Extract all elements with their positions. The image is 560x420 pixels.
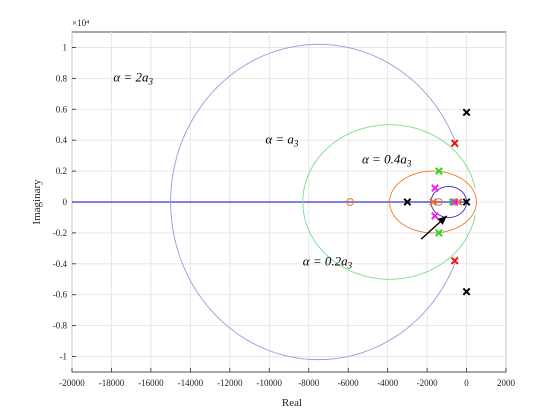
locus-annotation: α = a3: [265, 131, 299, 148]
zero-marker: [435, 198, 443, 206]
y-tick-label: 0.4: [56, 135, 68, 145]
locus-curves: [72, 43, 477, 361]
x-tick-label: -4000: [377, 378, 398, 388]
y-tick-label: -0.2: [53, 228, 67, 238]
locus-curve: [430, 186, 467, 218]
y-tick-label: -0.4: [53, 259, 68, 269]
pole-stroke: [462, 198, 471, 206]
x-axis-label: Real: [282, 397, 302, 409]
y-tick-label: 0.2: [56, 166, 67, 176]
pole-stroke: [435, 229, 443, 237]
pole-marker: [448, 198, 457, 206]
x-tick-label: 2000: [497, 378, 516, 388]
pole-marker: [450, 198, 459, 206]
y-tick-label: 0.6: [56, 104, 68, 114]
locus-annotation: α = 0.4a3: [362, 151, 412, 168]
pole-marker: [450, 256, 459, 265]
locus-curve: [170, 43, 459, 361]
pole-marker: [431, 212, 439, 220]
x-tick-label: -16000: [138, 378, 164, 388]
pole-stroke: [435, 167, 443, 175]
y-tick-label: -0.8: [53, 321, 68, 331]
x-tick-label: -20000: [59, 378, 85, 388]
y-tick-label: 1: [63, 42, 68, 52]
pole-stroke: [450, 256, 459, 265]
pole-marker: [435, 229, 443, 237]
pole-stroke: [403, 198, 412, 206]
pole-zero-markers: [346, 108, 471, 296]
pole-stroke: [429, 198, 437, 206]
x-tick-label: -2000: [417, 378, 438, 388]
pole-stroke: [450, 139, 459, 148]
pole-marker: [403, 198, 412, 206]
pole-stroke: [431, 184, 439, 192]
plot-area: α = 2a3 α = a3 α = 0.4a3 α = 0.2a3: [71, 31, 507, 373]
y-tick-label: -0.6: [53, 290, 68, 300]
x-tick-label: -12000: [217, 378, 243, 388]
pole-marker: [462, 198, 471, 206]
y-axis-exponent: ×10⁴: [72, 18, 89, 28]
x-tick-label: -18000: [99, 378, 125, 388]
annotation-arrow-head: [437, 215, 447, 225]
pole-stroke: [462, 287, 471, 296]
pole-marker: [429, 198, 437, 206]
locus-annotation: α = 0.2a3: [303, 253, 353, 270]
pole-marker: [462, 108, 471, 117]
y-tick-label: 0: [63, 197, 68, 207]
annotations: α = 2a3 α = a3 α = 0.4a3 α = 0.2a3: [113, 69, 448, 270]
pole-marker: [431, 184, 439, 192]
pole-marker: [435, 167, 443, 175]
locus-annotation: α = 2a3: [113, 69, 153, 86]
zero-marker: [346, 198, 355, 206]
pole-stroke: [431, 212, 439, 220]
pole-stroke: [450, 198, 459, 206]
x-tick-label: -10000: [257, 378, 283, 388]
x-tick-label: -8000: [298, 378, 319, 388]
y-axis-label: Imaginary: [31, 179, 43, 225]
pole-stroke: [462, 108, 471, 117]
pole-stroke: [448, 198, 457, 206]
y-tick-label: 0.8: [56, 73, 68, 83]
x-tick-label: 0: [464, 378, 469, 388]
pole-marker: [462, 287, 471, 296]
x-tick-label: -6000: [338, 378, 359, 388]
x-tick-label: -14000: [178, 378, 204, 388]
tick-labels: -20000 -18000 -16000 -14000 -12000 -10000 -800…: [53, 42, 516, 388]
locus-curve: [389, 170, 477, 234]
y-tick-label: -1: [60, 352, 68, 362]
pole-marker: [450, 139, 459, 148]
locus-curve: [302, 124, 476, 280]
